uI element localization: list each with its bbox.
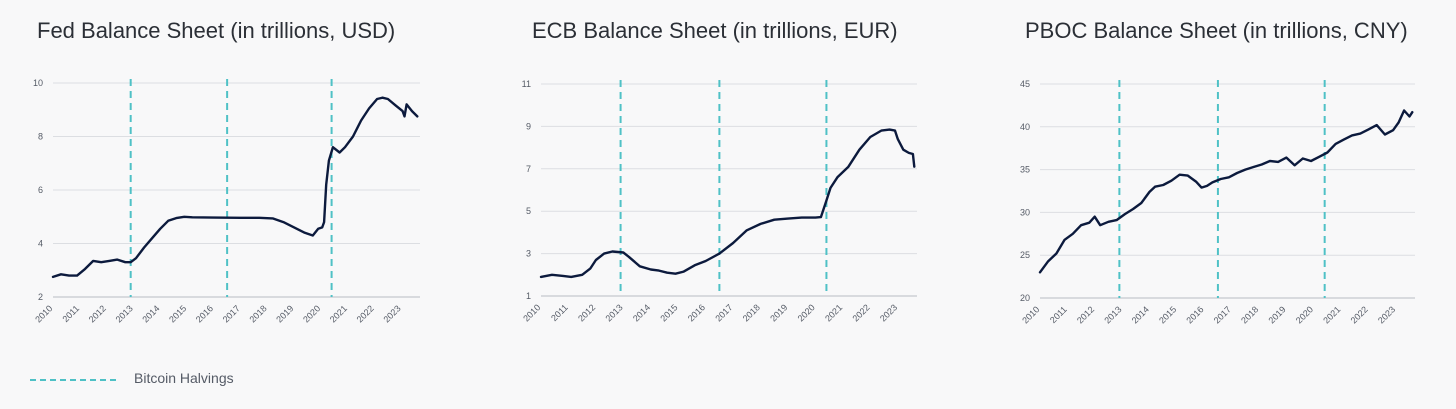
- pboc-x-tick-label: 2015: [1157, 304, 1178, 325]
- fed-y-tick-label: 6: [38, 185, 43, 195]
- pboc-y-tick-label: 30: [1020, 207, 1030, 217]
- fed-x-tick-label: 2012: [87, 303, 108, 324]
- ecb-y-tick-label: 1: [526, 291, 531, 301]
- ecb-x-tick-label: 2011: [549, 302, 570, 323]
- pboc-x-tick-label: 2011: [1048, 304, 1069, 325]
- pboc-x-tick-label: 2016: [1184, 304, 1205, 325]
- pboc-series-line: [1038, 109, 1414, 274]
- fed-series-line: [51, 96, 419, 279]
- pboc-x-tick-label: 2014: [1130, 304, 1151, 325]
- ecb-x-tick-label: 2018: [741, 302, 762, 323]
- fed-x-tick-label: 2021: [328, 303, 349, 324]
- fed-x-tick-label: 2022: [355, 303, 376, 324]
- pboc-x-tick-label: 2010: [1020, 304, 1041, 325]
- pboc-y-tick-label: 45: [1020, 79, 1030, 89]
- pboc-x-tick-label: 2023: [1376, 304, 1397, 325]
- fed-y-tick-label: 2: [38, 292, 43, 302]
- ecb-x-tick-label: 2015: [658, 302, 679, 323]
- pboc-y-tick-label: 40: [1020, 122, 1030, 132]
- ecb-x-tick-label: 2010: [521, 302, 542, 323]
- pboc-y-tick-label: 25: [1020, 250, 1030, 260]
- fed-y-tick-label: 8: [38, 132, 43, 142]
- ecb-x-tick-label: 2014: [631, 302, 652, 323]
- fed-x-tick-label: 2016: [194, 303, 215, 324]
- fed-x-tick-label: 2013: [114, 303, 135, 324]
- ecb-x-tick-label: 2017: [713, 302, 734, 323]
- fed-x-tick-label: 2010: [33, 303, 54, 324]
- ecb-y-tick-label: 5: [526, 206, 531, 216]
- fed-chart-title: Fed Balance Sheet (in trillions, USD): [37, 18, 396, 43]
- pboc-x-tick-label: 2013: [1102, 304, 1123, 325]
- ecb-x-tick-label: 2022: [851, 302, 872, 323]
- ecb-x-tick-label: 2021: [823, 302, 844, 323]
- pboc-x-tick-label: 2018: [1239, 304, 1260, 325]
- ecb-x-tick-label: 2019: [768, 302, 789, 323]
- pboc-x-tick-label: 2021: [1321, 304, 1342, 325]
- fed-x-tick-label: 2017: [221, 303, 242, 324]
- ecb-y-tick-label: 7: [526, 164, 531, 174]
- pboc-chart-title: PBOC Balance Sheet (in trillions, CNY): [1025, 18, 1408, 43]
- fed-x-tick-label: 2018: [247, 303, 268, 324]
- fed-x-tick-label: 2020: [301, 303, 322, 324]
- legend-halving-swatch: [30, 379, 116, 381]
- pboc-x-tick-label: 2017: [1212, 304, 1233, 325]
- fed-y-tick-label: 10: [33, 78, 43, 88]
- ecb-x-tick-label: 2012: [576, 302, 597, 323]
- ecb-chart-title: ECB Balance Sheet (in trillions, EUR): [532, 18, 898, 43]
- pboc-x-tick-label: 2012: [1075, 304, 1096, 325]
- pboc-x-tick-label: 2020: [1294, 304, 1315, 325]
- ecb-x-tick-label: 2023: [878, 302, 899, 323]
- ecb-x-tick-label: 2013: [604, 302, 625, 323]
- ecb-y-tick-label: 11: [522, 79, 531, 89]
- ecb-y-tick-label: 9: [526, 121, 531, 131]
- pboc-x-tick-label: 2019: [1267, 304, 1288, 325]
- pboc-y-tick-label: 20: [1020, 293, 1030, 303]
- fed-x-tick-label: 2014: [140, 303, 161, 324]
- ecb-x-tick-label: 2020: [796, 302, 817, 323]
- fed-x-tick-label: 2011: [60, 303, 81, 324]
- fed-x-tick-label: 2019: [274, 303, 295, 324]
- pboc-x-tick-label: 2022: [1349, 304, 1370, 325]
- pboc-y-tick-label: 35: [1020, 165, 1030, 175]
- fed-y-tick-label: 4: [38, 239, 43, 249]
- ecb-y-tick-label: 3: [526, 249, 531, 259]
- fed-x-tick-label: 2023: [381, 303, 402, 324]
- legend-label: Bitcoin Halvings: [134, 370, 234, 386]
- ecb-x-tick-label: 2016: [686, 302, 707, 323]
- ecb-series-line: [539, 128, 916, 279]
- fed-x-tick-label: 2015: [167, 303, 188, 324]
